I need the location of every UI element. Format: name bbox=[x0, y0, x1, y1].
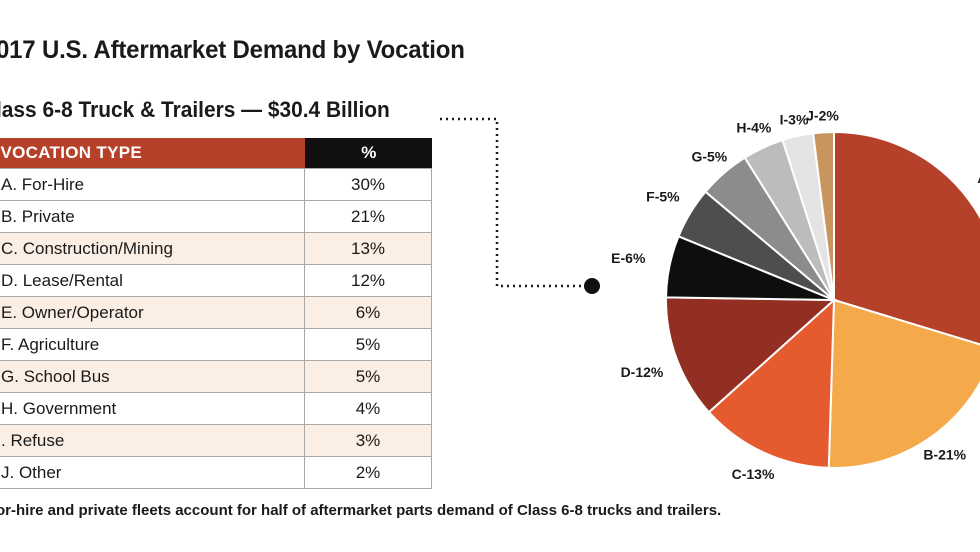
row-pct: 13% bbox=[304, 232, 432, 265]
table-row: G. School Bus 5% bbox=[0, 360, 432, 393]
chart-subtitle: lass 6-8 Truck & Trailers — $30.4 Billio… bbox=[0, 97, 390, 122]
footnote: or-hire and private fleets account for h… bbox=[0, 502, 722, 519]
table-row: . Refuse 3% bbox=[0, 424, 432, 457]
table-row: H. Government 4% bbox=[0, 392, 432, 425]
pie-slice-d bbox=[665, 296, 837, 414]
row-type: D. Lease/Rental bbox=[0, 264, 305, 297]
pie-label-e: E-6% bbox=[611, 250, 646, 266]
pie-label-j: J-2% bbox=[806, 107, 839, 123]
pie-label-h: H-4% bbox=[736, 120, 772, 136]
pie-label-i: I-3% bbox=[780, 111, 809, 127]
row-pct: 12% bbox=[304, 264, 432, 297]
row-type: J. Other bbox=[0, 456, 305, 489]
header-percent: % bbox=[304, 138, 432, 169]
connector-dot bbox=[584, 278, 600, 294]
row-type: G. School Bus bbox=[0, 360, 305, 393]
pie-slice-c bbox=[707, 297, 836, 469]
table-row: D. Lease/Rental 12% bbox=[0, 264, 432, 297]
row-pct: 6% bbox=[304, 296, 432, 329]
vocation-table: VOCATION TYPE % A. For-Hire 30% B. Priva… bbox=[0, 138, 432, 489]
pie-slice-a bbox=[833, 130, 980, 346]
pie-label-a: A-30% bbox=[977, 170, 980, 186]
table-row: C. Construction/Mining 13% bbox=[0, 232, 432, 265]
row-type: . Refuse bbox=[0, 424, 305, 457]
pie-slice-j bbox=[812, 130, 835, 301]
header-vocation-type: VOCATION TYPE bbox=[0, 138, 305, 169]
row-type: C. Construction/Mining bbox=[0, 232, 305, 265]
row-pct: 2% bbox=[304, 456, 432, 489]
pie-label-f: F-5% bbox=[646, 188, 680, 204]
pie-label-c: C-13% bbox=[732, 466, 775, 482]
pie-label-d: D-12% bbox=[621, 364, 664, 380]
pie-slice-b bbox=[827, 298, 980, 469]
row-pct: 5% bbox=[304, 360, 432, 393]
row-type: E. Owner/Operator bbox=[0, 296, 305, 329]
table-header-row: VOCATION TYPE % bbox=[0, 138, 432, 169]
connector-line bbox=[440, 117, 588, 288]
pie-label-b: B-21% bbox=[923, 446, 966, 462]
pie-label-g: G-5% bbox=[691, 149, 727, 165]
table-row: J. Other 2% bbox=[0, 456, 432, 489]
table-row: E. Owner/Operator 6% bbox=[0, 296, 432, 329]
row-type: F. Agriculture bbox=[0, 328, 305, 361]
table-row: F. Agriculture 5% bbox=[0, 328, 432, 361]
row-type: B. Private bbox=[0, 200, 305, 233]
chart-title: 017 U.S. Aftermarket Demand by Vocation bbox=[0, 36, 465, 64]
row-pct: 4% bbox=[304, 392, 432, 425]
row-pct: 3% bbox=[304, 424, 432, 457]
table-row: B. Private 21% bbox=[0, 200, 432, 233]
